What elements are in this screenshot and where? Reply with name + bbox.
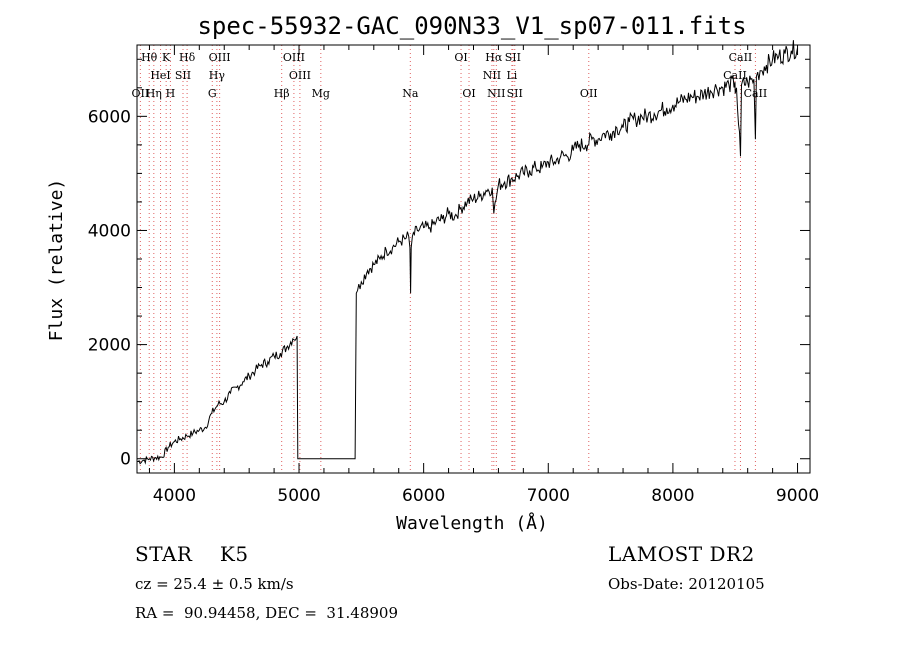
ra-dec: RA = 90.94458, DEC = 31.48909: [135, 604, 399, 622]
y-axis-label: Flux (relative): [46, 179, 67, 342]
line-label: SII: [505, 51, 521, 64]
y-axis: 0 2000 4000 6000: [88, 58, 810, 470]
line-label: Hη: [146, 87, 162, 100]
x-tick-label: 4000: [153, 486, 196, 506]
line-label: OII: [580, 87, 598, 100]
line-label: NII: [487, 87, 505, 100]
spectrum-line: [136, 40, 798, 465]
line-label: Na: [402, 87, 419, 100]
line-label: OIII: [283, 51, 305, 64]
line-label: Hα: [485, 51, 503, 64]
line-label: CaII: [723, 69, 747, 82]
object-class: STAR K5: [135, 542, 249, 566]
line-label: Mg: [312, 87, 330, 100]
line-label: OI: [462, 87, 475, 100]
survey-name: LAMOST DR2: [608, 542, 755, 566]
plot-frame: [136, 44, 811, 474]
y-tick-label: 4000: [88, 221, 131, 241]
line-label: SII: [175, 69, 191, 82]
line-label: G: [208, 87, 217, 100]
line-label: Hδ: [179, 51, 196, 64]
line-label: SII: [507, 87, 523, 100]
y-tick-label: 2000: [88, 336, 131, 356]
line-label: OIII: [289, 69, 311, 82]
y-tick-label: 0: [120, 450, 131, 470]
line-label: Li: [506, 69, 517, 82]
line-label: NII: [483, 69, 501, 82]
x-tick-label: 5000: [277, 486, 320, 506]
x-tick-label: 9000: [776, 486, 819, 506]
observation-date: Obs-Date: 20120105: [608, 575, 765, 593]
x-axis: 4000 5000 6000 7000 8000 9000: [148, 45, 819, 506]
redshift-velocity: cz = 25.4 ± 0.5 km/s: [135, 575, 294, 593]
y-tick-label: 6000: [88, 107, 131, 127]
line-label: Hθ: [141, 51, 158, 64]
line-label: H: [166, 87, 176, 100]
line-label: CaII: [744, 87, 768, 100]
line-label: HeI: [150, 69, 170, 82]
line-label: OIII: [209, 51, 231, 64]
line-label: OII: [132, 87, 150, 100]
line-label: K: [162, 51, 171, 64]
x-tick-label: 8000: [651, 486, 694, 506]
line-label: CaII: [729, 51, 753, 64]
x-axis-label: Wavelength (Å): [396, 512, 548, 534]
line-label: Hγ: [209, 69, 226, 82]
line-label: Hβ: [274, 87, 290, 100]
chart-title: spec-55932-GAC_090N33_V1_sp07-011.fits: [197, 12, 746, 40]
x-tick-label: 6000: [402, 486, 445, 506]
line-label: OI: [454, 51, 467, 64]
x-tick-label: 7000: [527, 486, 570, 506]
